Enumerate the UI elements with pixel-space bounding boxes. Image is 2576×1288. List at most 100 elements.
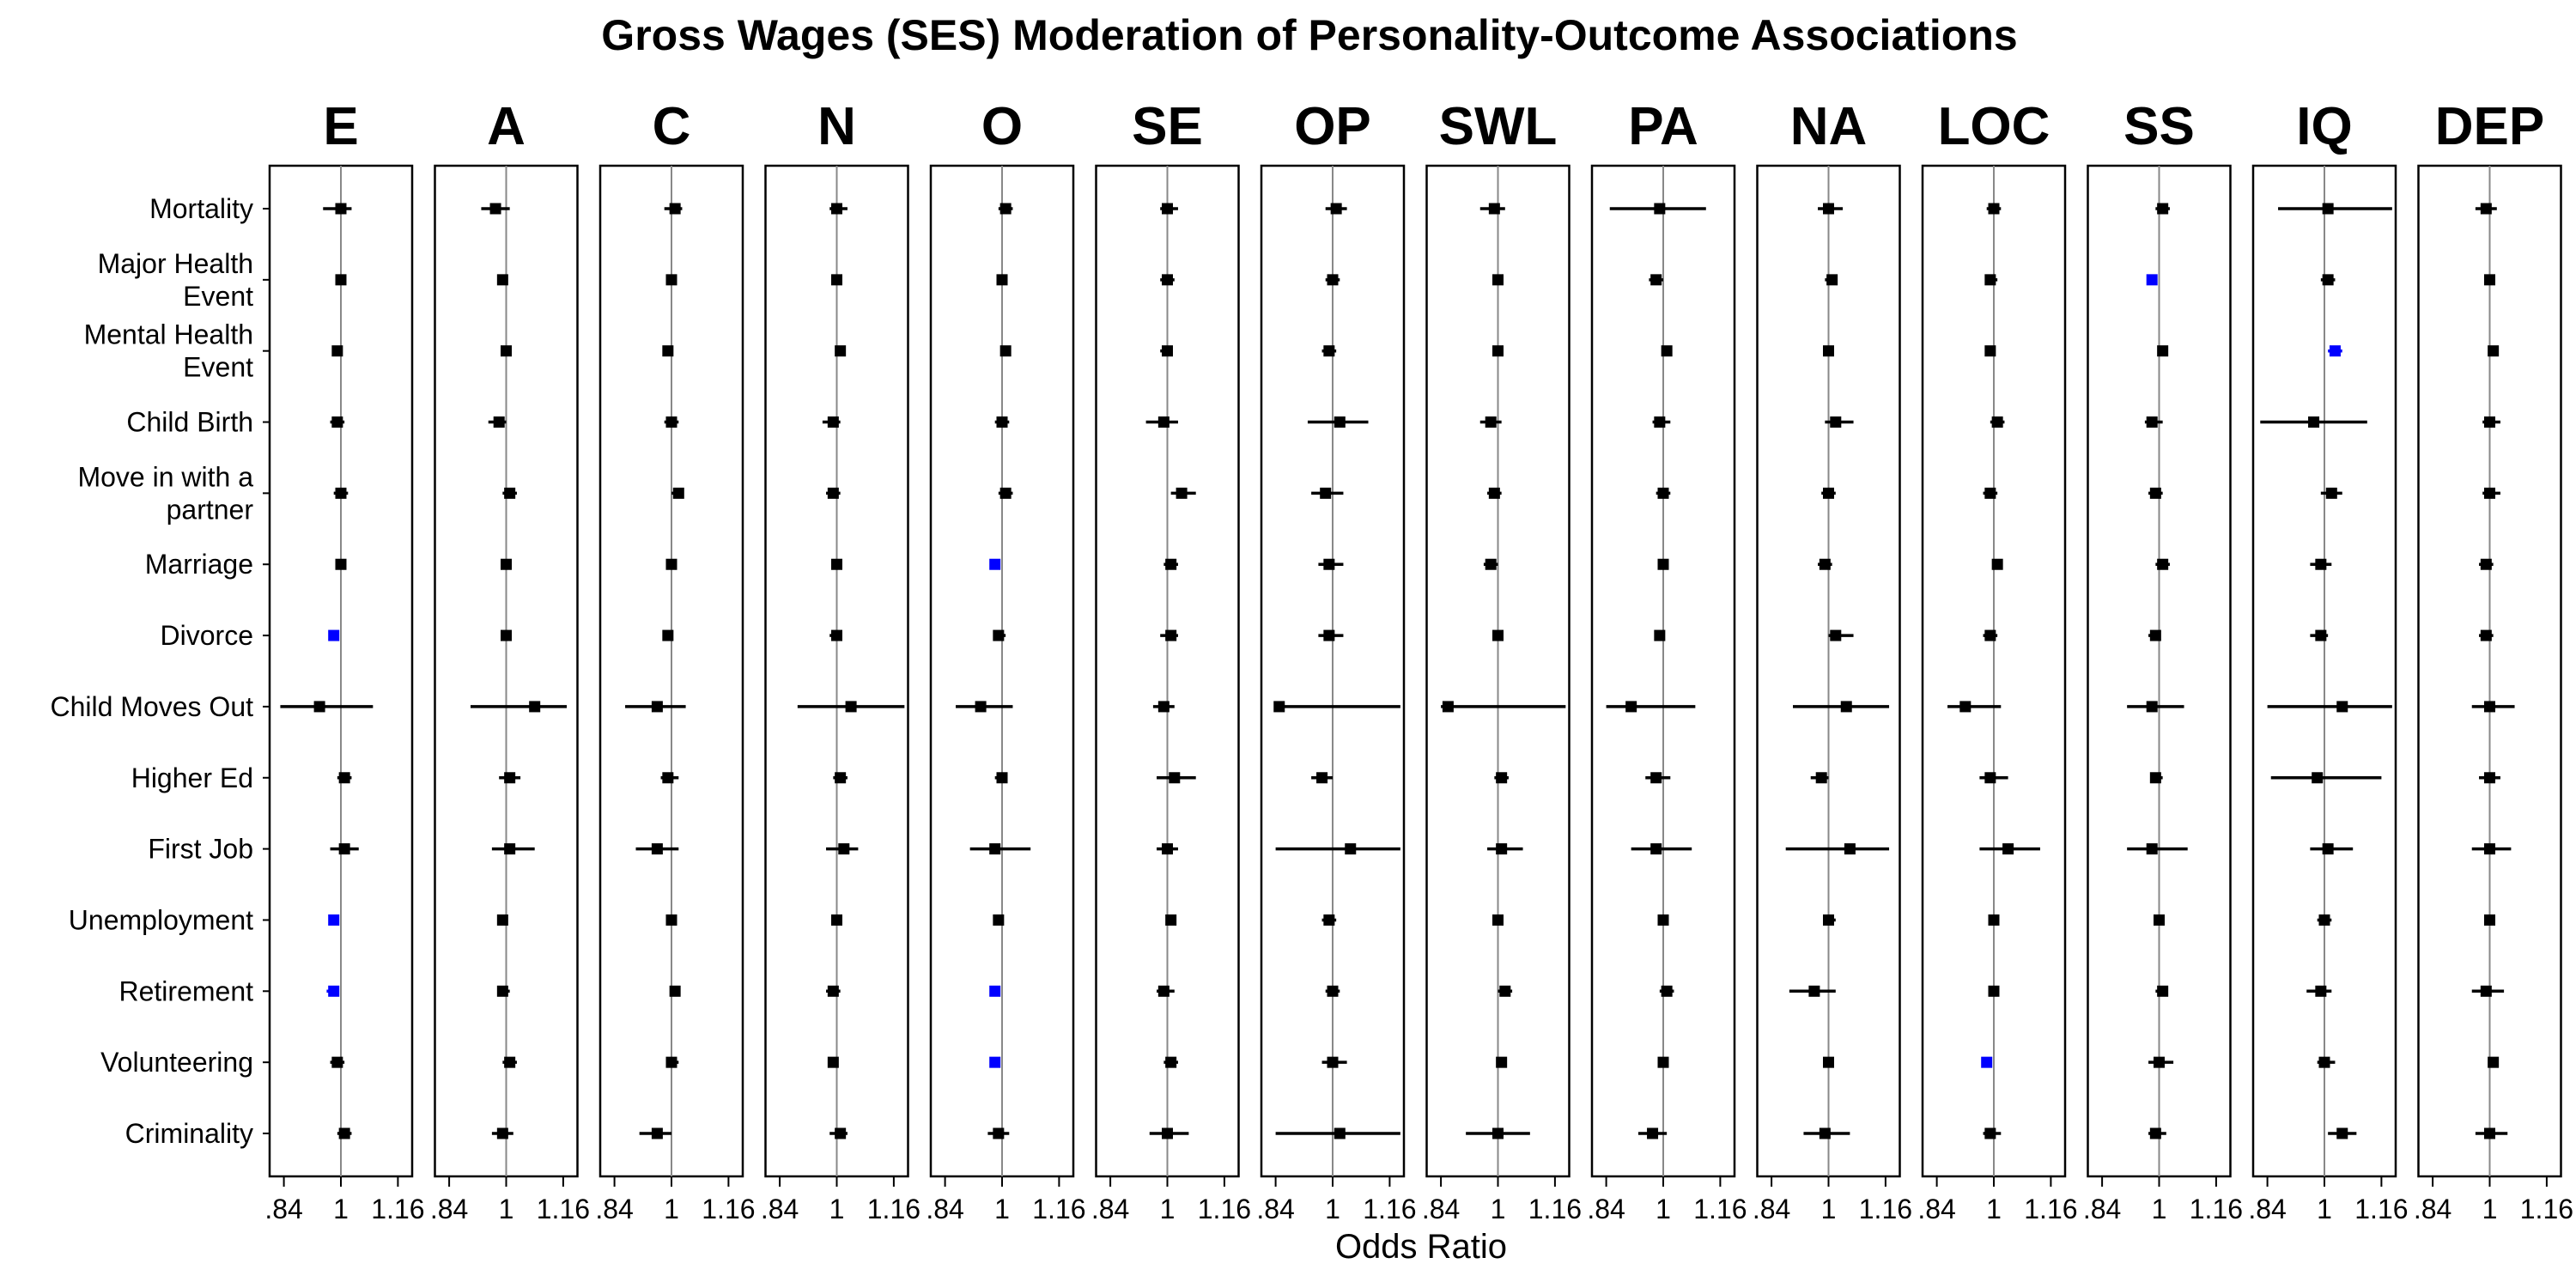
point-estimate	[1654, 629, 1666, 641]
panel-label: C	[653, 97, 691, 156]
point-estimate	[1654, 416, 1666, 428]
point-estimate	[831, 629, 842, 641]
point-estimate	[335, 558, 347, 570]
point-estimate	[1496, 772, 1508, 784]
outcome-label: Higher Ed	[131, 762, 253, 793]
point-estimate	[2480, 203, 2492, 215]
x-tick-label: 1	[1491, 1194, 1506, 1224]
point-estimate	[1657, 1056, 1669, 1068]
point-estimate	[2488, 1056, 2500, 1068]
point-estimate	[2002, 843, 2014, 855]
point-estimate	[338, 1127, 350, 1139]
point-estimate	[2480, 558, 2492, 570]
point-estimate	[1330, 203, 1342, 215]
point-estimate	[1492, 629, 1504, 641]
point-estimate	[831, 558, 842, 570]
point-estimate	[2149, 1127, 2161, 1139]
x-tick-label: 1	[994, 1194, 1010, 1224]
point-estimate	[651, 701, 663, 713]
point-estimate	[331, 416, 343, 428]
point-estimate	[827, 416, 839, 428]
point-estimate	[2154, 1056, 2165, 1068]
point-estimate	[335, 203, 347, 215]
point-estimate	[996, 772, 1008, 784]
point-estimate	[1650, 843, 1662, 855]
point-estimate	[831, 914, 842, 926]
panel-label: IQ	[2296, 97, 2352, 156]
panel-label: OP	[1294, 97, 1371, 156]
point-estimate	[835, 772, 847, 784]
point-estimate	[504, 772, 516, 784]
x-tick-label: 1	[1656, 1194, 1671, 1224]
x-tick-label: 1.16	[2190, 1194, 2243, 1224]
point-estimate	[529, 701, 541, 713]
x-tick-label: .84	[2414, 1194, 2451, 1224]
point-estimate	[2484, 843, 2495, 855]
point-estimate	[1176, 487, 1188, 499]
point-estimate	[1830, 629, 1842, 641]
point-estimate	[2149, 487, 2161, 499]
point-estimate	[331, 345, 343, 357]
point-estimate	[1323, 558, 1335, 570]
panel-iq: IQ .84 1 1.16	[2248, 97, 2408, 1224]
point-estimate	[1984, 274, 1996, 286]
outcome-label: Unemployment	[69, 904, 253, 935]
outcome-label-line: partner	[167, 494, 254, 525]
outcome-label-line: Event	[183, 281, 253, 312]
point-estimate	[2480, 985, 2492, 997]
x-tick-label: 1.16	[371, 1194, 424, 1224]
x-tick-label: 1.16	[867, 1194, 920, 1224]
x-tick-label: 1	[829, 1194, 845, 1224]
point-estimate	[1650, 274, 1662, 286]
point-estimate	[1650, 772, 1662, 784]
point-estimate	[999, 203, 1012, 215]
panel-label: A	[487, 97, 526, 156]
panel-a: A .84 1 1.16	[430, 97, 590, 1224]
point-estimate	[1165, 1056, 1177, 1068]
outcome-label-line: Event	[183, 352, 253, 383]
point-estimate	[975, 701, 987, 713]
point-estimate	[496, 274, 508, 286]
point-estimate	[2318, 1056, 2330, 1068]
point-estimate	[989, 558, 1001, 570]
point-estimate	[1485, 416, 1497, 428]
outcome-label-line: Criminality	[125, 1118, 253, 1149]
panel-label: DEP	[2435, 97, 2544, 156]
point-estimate	[827, 487, 839, 499]
outcome-label: Move in with a partner	[77, 461, 253, 525]
point-estimate	[989, 985, 1001, 997]
panel-label: LOC	[1938, 97, 2050, 156]
x-tick-label: 1	[2152, 1194, 2167, 1224]
point-estimate	[999, 487, 1012, 499]
x-tick-label: .84	[1256, 1194, 1294, 1224]
point-estimate	[665, 416, 677, 428]
point-estimate	[501, 629, 512, 641]
outcome-label: Child Birth	[126, 407, 253, 438]
point-estimate	[1840, 701, 1852, 713]
outcome-label: Criminality	[125, 1118, 253, 1149]
panel-label: NA	[1790, 97, 1868, 156]
point-estimate	[831, 203, 842, 215]
point-estimate	[2484, 701, 2495, 713]
point-estimate	[2336, 701, 2348, 713]
point-estimate	[313, 701, 325, 713]
point-estimate	[1823, 914, 1834, 926]
point-estimate	[1984, 629, 1996, 641]
point-estimate	[1984, 772, 1996, 784]
point-estimate	[328, 985, 340, 997]
point-estimate	[2157, 203, 2169, 215]
x-tick-label: .84	[1422, 1194, 1460, 1224]
outcome-label: Divorce	[161, 620, 253, 651]
point-estimate	[1823, 203, 1834, 215]
outcome-label: Marriage	[145, 549, 253, 580]
point-estimate	[669, 203, 681, 215]
point-estimate	[2312, 772, 2324, 784]
point-estimate	[1988, 914, 2000, 926]
outcome-label-line: Mortality	[149, 193, 253, 224]
point-estimate	[1844, 843, 1856, 855]
point-estimate	[989, 1056, 1001, 1068]
point-estimate	[1823, 345, 1834, 357]
panel-label: SWL	[1439, 97, 1558, 156]
outcome-label: Child Moves Out	[50, 691, 253, 722]
point-estimate	[489, 203, 501, 215]
